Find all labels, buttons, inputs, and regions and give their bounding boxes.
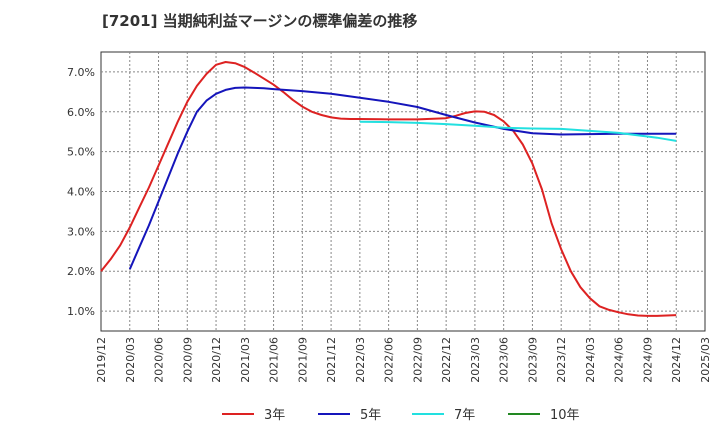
x-tick-label: 2023/06 — [498, 337, 511, 383]
series-line — [359, 120, 677, 142]
legend-label: 3年 — [264, 408, 285, 423]
x-tick-label: 2021/03 — [239, 337, 252, 383]
x-tick-label: 2022/09 — [411, 337, 424, 383]
chart-title: [7201] 当期純利益マージンの標準偏差の推移 — [102, 12, 418, 30]
legend-item: 7年 — [412, 408, 475, 423]
series-line — [100, 61, 677, 317]
x-tick-label: 2024/09 — [641, 337, 654, 383]
legend: 3年 5年 7年 10年 — [222, 408, 580, 423]
y-tick-label: 4.0% — [67, 186, 95, 199]
x-axis-ticks: 2019/12 2020/03 2020/06 2020/09 2020/12 2021/… — [95, 337, 712, 383]
x-tick-label: 2023/03 — [469, 337, 482, 383]
legend-item: 10年 — [508, 408, 580, 423]
y-tick-label: 2.0% — [67, 265, 95, 278]
x-tick-label: 2020/03 — [124, 337, 137, 383]
y-axis-ticks: 1.0% 2.0% 3.0% 4.0% 5.0% 6.0% 7.0% — [67, 66, 95, 318]
y-tick-label: 3.0% — [67, 225, 95, 238]
x-tick-label: 2023/09 — [526, 337, 539, 383]
x-tick-label: 2024/03 — [584, 337, 597, 383]
x-tick-label: 2020/12 — [210, 337, 223, 383]
x-tick-label: 2022/06 — [383, 337, 396, 383]
x-tick-label: 2019/12 — [95, 337, 108, 383]
series-line — [128, 86, 677, 270]
x-tick-label: 2021/09 — [296, 337, 309, 383]
x-tick-label: 2024/06 — [613, 337, 626, 383]
x-tick-label: 2024/12 — [670, 337, 683, 383]
x-tick-label: 2020/06 — [153, 337, 166, 383]
legend-item: 3年 — [222, 408, 285, 423]
y-tick-label: 1.0% — [67, 305, 95, 318]
legend-item: 5年 — [318, 408, 381, 423]
x-tick-label: 2021/06 — [268, 337, 281, 383]
y-tick-label: 5.0% — [67, 146, 95, 159]
x-tick-label: 2022/03 — [354, 337, 367, 383]
legend-label: 10年 — [550, 408, 580, 423]
y-tick-label: 7.0% — [67, 66, 95, 79]
y-tick-label: 6.0% — [67, 106, 95, 119]
legend-label: 5年 — [360, 408, 381, 423]
x-tick-label: 2020/09 — [181, 337, 194, 383]
x-tick-label: 2023/12 — [555, 337, 568, 383]
x-tick-label: 2025/03 — [699, 337, 712, 383]
series-lines — [100, 61, 677, 317]
legend-label: 7年 — [454, 408, 475, 423]
grid-lines — [101, 52, 705, 331]
x-tick-label: 2021/12 — [325, 337, 338, 383]
x-tick-label: 2022/12 — [440, 337, 453, 383]
